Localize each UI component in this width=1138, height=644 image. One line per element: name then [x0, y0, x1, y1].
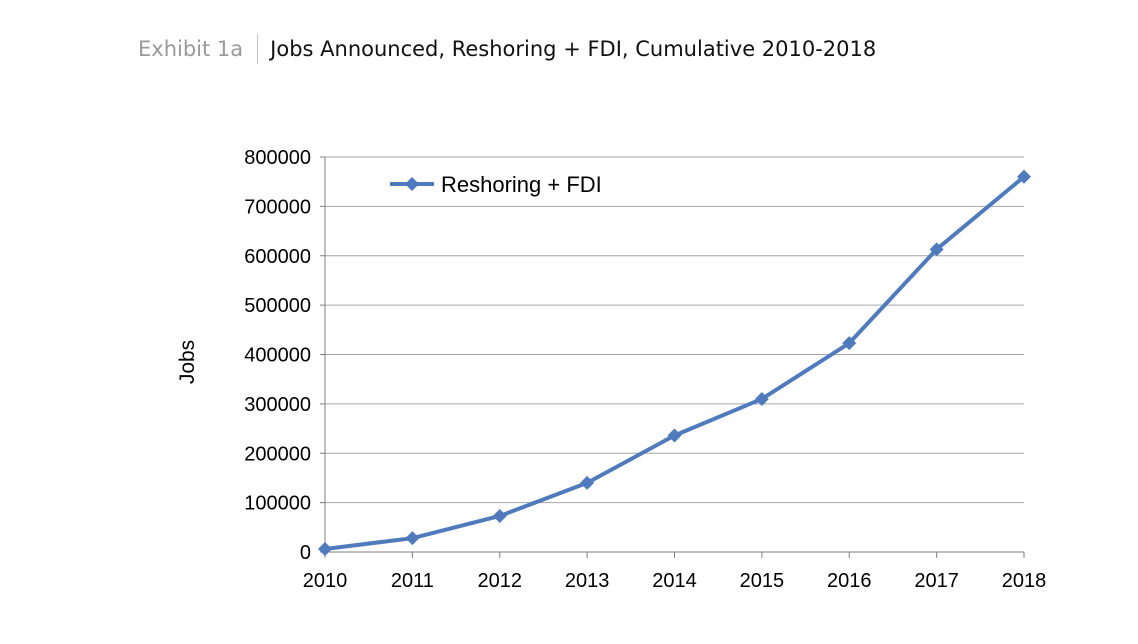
legend: Reshoring + FDI	[390, 172, 602, 197]
chart-header: Exhibit 1a Jobs Announced, Reshoring + F…	[138, 34, 876, 64]
data-point-marker	[1017, 169, 1031, 184]
x-tick-label: 2013	[565, 570, 610, 592]
x-tick-label: 2017	[914, 570, 959, 592]
exhibit-label: Exhibit 1a	[138, 37, 244, 61]
y-tick-label: 200000	[244, 443, 311, 465]
chart-title: Jobs Announced, Reshoring + FDI, Cumulat…	[270, 37, 877, 61]
x-tick-label: 2018	[1002, 570, 1047, 592]
x-tick-labels: 2010 2011 2012 2013 2014 2015 2016 2017 2018	[303, 570, 1047, 592]
data-point-marker	[842, 336, 857, 351]
x-tick-label: 2011	[391, 570, 434, 592]
data-point-marker	[318, 542, 332, 557]
data-point-marker	[492, 508, 507, 523]
x-tick-label: 2014	[652, 570, 697, 592]
data-point-marker	[754, 391, 769, 406]
data-point-marker	[405, 531, 420, 546]
y-tick-label: 800000	[244, 147, 311, 169]
data-point-marker	[929, 242, 944, 257]
title-divider	[257, 34, 259, 64]
x-tick-label: 2015	[740, 570, 785, 592]
legend-label: Reshoring + FDI	[441, 172, 602, 197]
x-tick-label: 2016	[827, 570, 872, 592]
gridlines	[325, 156, 1024, 504]
y-tick-label: 700000	[244, 196, 311, 218]
x-tick-label: 2012	[478, 570, 523, 592]
y-tick-label: 400000	[244, 345, 311, 367]
series-line	[323, 174, 1026, 552]
legend-marker	[405, 177, 419, 191]
y-tick-label: 600000	[244, 246, 311, 268]
axes	[320, 156, 1025, 558]
y-tick-label: 100000	[244, 493, 311, 515]
y-tick-label: 500000	[244, 295, 311, 317]
y-axis-label: Jobs	[176, 340, 199, 384]
data-point-marker	[667, 428, 682, 443]
y-tick-labels: 0 100000 200000 300000 400000 500000 600000 700…	[244, 147, 311, 564]
x-tick-label: 2010	[303, 570, 348, 592]
series	[318, 169, 1031, 557]
y-tick-label: 300000	[244, 394, 311, 416]
data-point-marker	[580, 475, 595, 490]
y-tick-label: 0	[300, 542, 311, 564]
